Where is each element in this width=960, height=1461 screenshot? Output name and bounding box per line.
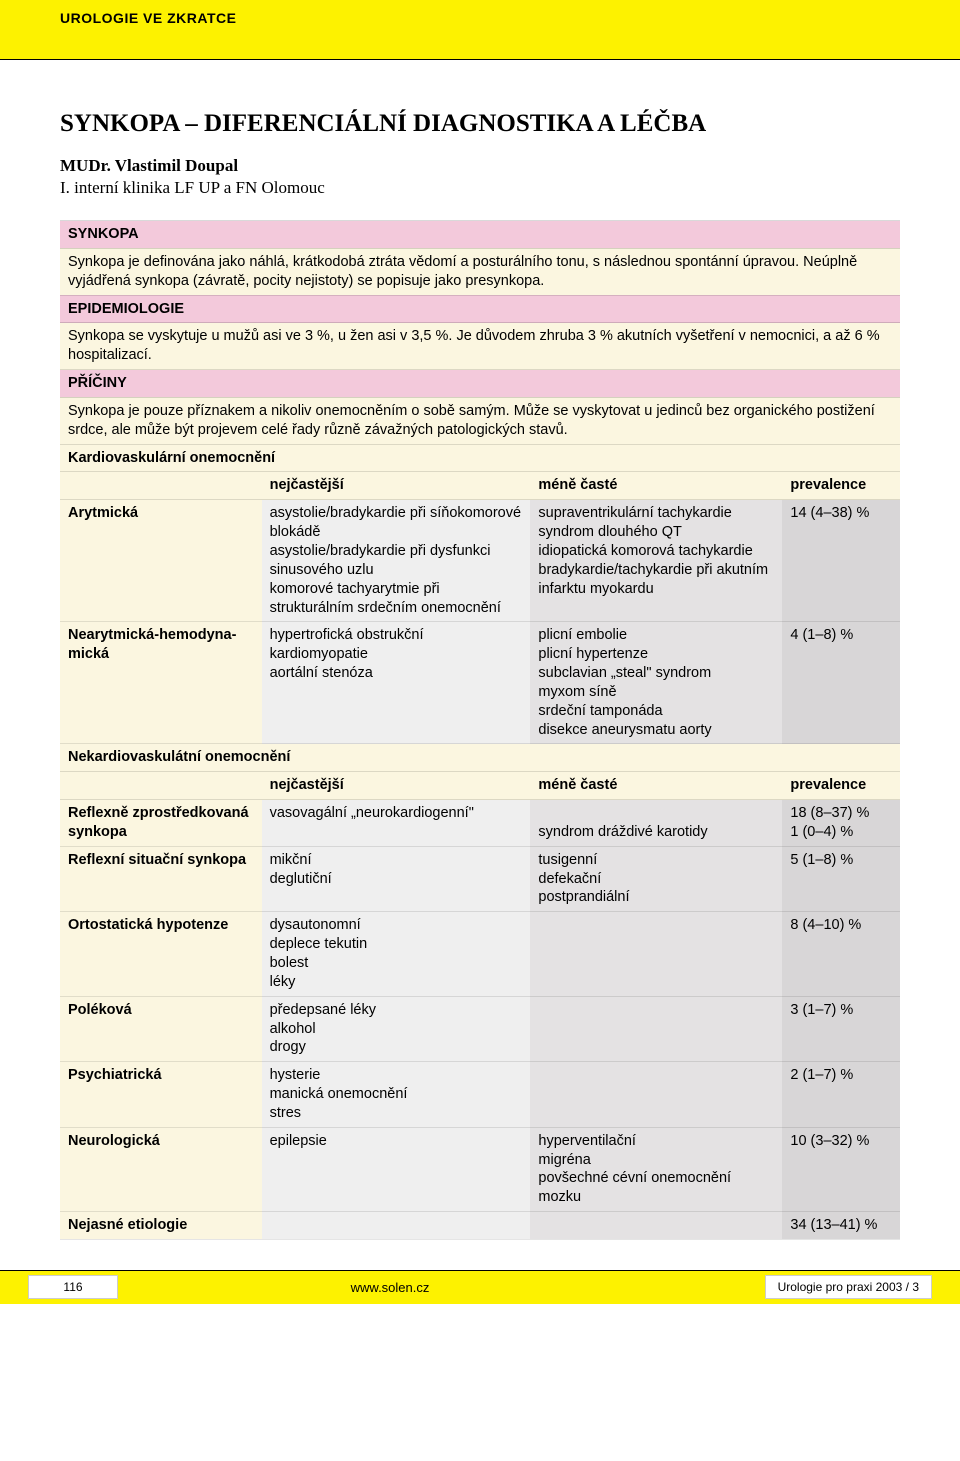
table-row: Synkopa je definována jako náhlá, krátko… xyxy=(60,248,900,295)
table-row: Nearytmická-hemodyna­mickáhypertrofická … xyxy=(60,622,900,744)
content-table: SYNKOPASynkopa je definována jako náhlá,… xyxy=(60,220,900,1240)
table-row: Psychiatrickáhysteriemanická onemocněnís… xyxy=(60,1062,900,1128)
table-row: Synkopa se vyskytuje u mužů asi ve 3 %, … xyxy=(60,323,900,370)
footer-url: www.solen.cz xyxy=(118,1280,662,1295)
author: MUDr. Vlastimil Doupal xyxy=(60,156,900,176)
table-row: PŘÍČINY xyxy=(60,370,900,398)
table-row: Ortostatická hypotenzedysautonomnídeplec… xyxy=(60,912,900,996)
table-row: Arytmickáasystolie/bradykardie při síňok… xyxy=(60,500,900,622)
article-title: SYNKOPA – DIFERENCIÁLNÍ DIAGNOSTIKA A LÉ… xyxy=(60,110,900,138)
table-row: nejčastějšíméně častéprevalence xyxy=(60,772,900,800)
section-label: UROLOGIE VE ZKRATCE xyxy=(60,10,900,26)
table-row: Kardiovaskulární onemocnění xyxy=(60,444,900,472)
table-row: Reflexní situační synkopamikčnídeglutičn… xyxy=(60,846,900,912)
table-row: Reflexně zprostředkovaná synkopavasovagá… xyxy=(60,800,900,847)
page-number: 116 xyxy=(28,1275,118,1299)
table-row: Polékovápředepsané lékyalkoholdrogy3 (1–… xyxy=(60,996,900,1062)
table-row: nejčastějšíméně častéprevalence xyxy=(60,472,900,500)
table-row: Nejasné etiologie34 (13–41) % xyxy=(60,1212,900,1240)
table-row: SYNKOPA xyxy=(60,221,900,249)
table-row: EPIDEMIOLOGIE xyxy=(60,295,900,323)
table-row: Neurologickáepilepsiehyperventilačnímigr… xyxy=(60,1127,900,1211)
table-row: Nekardiovaskulátní onemocnění xyxy=(60,744,900,772)
table-row: Synkopa je pouze příznakem a nikoliv one… xyxy=(60,397,900,444)
footer-journal: Urologie pro praxi 2003 / 3 xyxy=(662,1275,932,1299)
footer-band: 116 www.solen.cz Urologie pro praxi 2003… xyxy=(0,1270,960,1304)
page-body: SYNKOPA – DIFERENCIÁLNÍ DIAGNOSTIKA A LÉ… xyxy=(0,60,960,1270)
header-band: UROLOGIE VE ZKRATCE xyxy=(0,0,960,60)
affiliation: I. interní klinika LF UP a FN Olomouc xyxy=(60,178,900,198)
